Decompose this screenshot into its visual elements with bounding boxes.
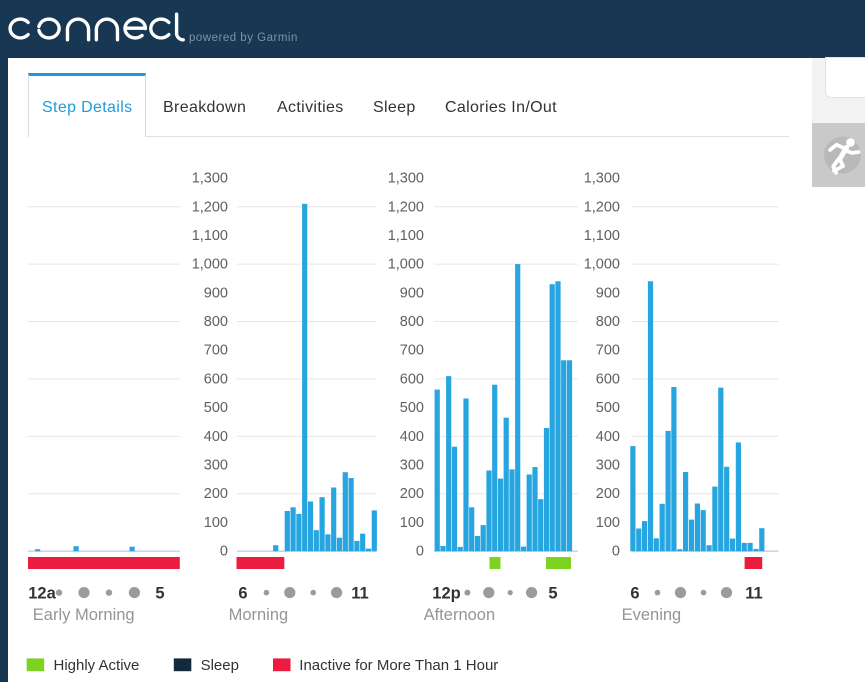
svg-text:6: 6 [630,584,639,602]
svg-text:900: 900 [400,285,424,301]
svg-text:800: 800 [596,314,620,330]
svg-text:200: 200 [204,486,228,502]
svg-text:400: 400 [400,429,424,445]
svg-text:800: 800 [204,314,228,330]
svg-text:1,300: 1,300 [584,171,620,187]
svg-text:Morning: Morning [229,606,289,624]
svg-text:900: 900 [204,285,228,301]
svg-text:100: 100 [596,515,620,531]
svg-text:500: 500 [400,400,424,416]
svg-text:1,000: 1,000 [192,257,228,273]
svg-text:powered by Garmin: powered by Garmin [189,32,298,44]
svg-text:Inactive for More Than 1 Hour: Inactive for More Than 1 Hour [299,657,498,674]
svg-text:1,100: 1,100 [388,228,424,244]
svg-text:300: 300 [400,458,424,474]
svg-text:800: 800 [400,314,424,330]
svg-text:400: 400 [204,429,228,445]
svg-text:100: 100 [400,515,424,531]
svg-text:Highly Active: Highly Active [54,657,140,674]
svg-text:100: 100 [204,515,228,531]
svg-text:1,000: 1,000 [388,257,424,273]
svg-text:6: 6 [238,584,247,602]
svg-text:1,200: 1,200 [192,199,228,215]
svg-text:400: 400 [596,429,620,445]
svg-text:300: 300 [204,458,228,474]
svg-text:500: 500 [204,400,228,416]
svg-text:12a: 12a [28,584,56,602]
svg-text:700: 700 [204,343,228,359]
svg-text:12p: 12p [432,584,460,602]
svg-text:900: 900 [596,285,620,301]
svg-text:200: 200 [400,486,424,502]
svg-text:1,300: 1,300 [192,171,228,187]
svg-text:600: 600 [596,371,620,387]
svg-text:700: 700 [400,343,424,359]
svg-text:600: 600 [400,371,424,387]
svg-text:1,200: 1,200 [388,199,424,215]
svg-text:1,300: 1,300 [388,171,424,187]
svg-text:1,100: 1,100 [584,228,620,244]
svg-text:5: 5 [548,584,557,602]
svg-text:5: 5 [155,584,164,602]
svg-text:11: 11 [351,584,368,602]
svg-text:Evening: Evening [622,606,682,624]
svg-text:11: 11 [745,584,762,602]
svg-text:Afternoon: Afternoon [424,606,496,624]
svg-text:0: 0 [416,544,424,560]
svg-text:600: 600 [204,371,228,387]
svg-text:0: 0 [220,544,228,560]
svg-text:200: 200 [596,486,620,502]
svg-text:0: 0 [612,544,620,560]
svg-text:1,200: 1,200 [584,199,620,215]
svg-text:Sleep: Sleep [201,657,239,674]
svg-text:500: 500 [596,400,620,416]
svg-text:1,000: 1,000 [584,257,620,273]
svg-text:1,100: 1,100 [192,228,228,244]
svg-text:300: 300 [596,458,620,474]
svg-text:Early Morning: Early Morning [33,606,135,624]
svg-text:700: 700 [596,343,620,359]
